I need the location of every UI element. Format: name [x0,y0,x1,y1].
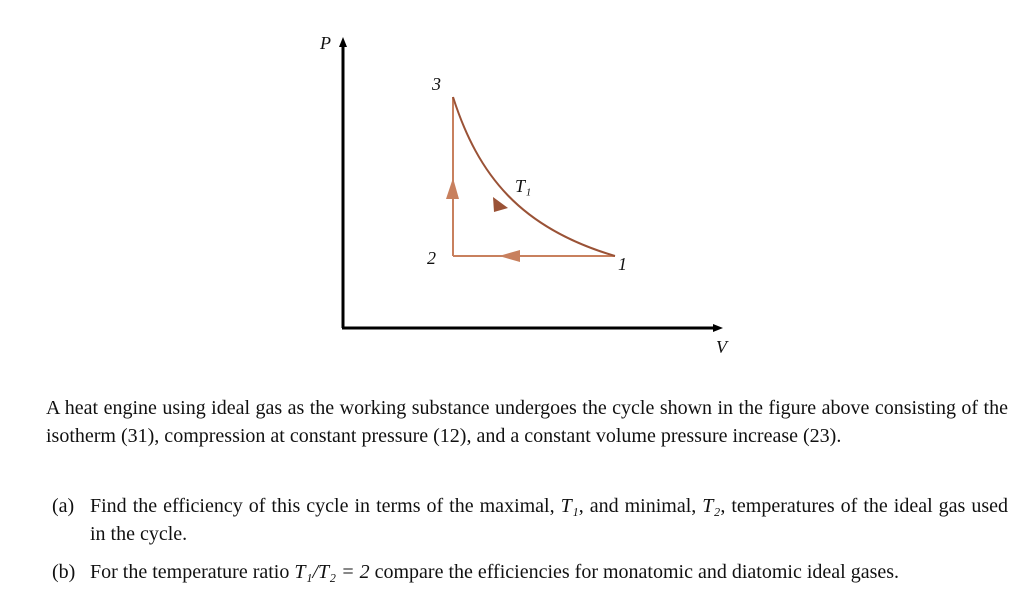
y-axis-label: P [319,33,331,53]
problem-part: (b) For the temperature ratio T₁/T₂ = 2 c… [52,558,1008,586]
math: T₁/T₂ = 2 [294,561,370,583]
text: Find the efficiency of this cycle in ter… [90,495,561,517]
text: compare the efficiencies for monatomic a… [369,561,900,583]
part-label: (b) [52,561,76,583]
arrow [493,197,508,212]
isotherm [452,96,616,257]
part-label: (a) [52,495,75,517]
math: T₂ [702,495,721,517]
text: , and minimal, [578,495,703,517]
arrow [446,178,459,199]
part-text: Find the efficiency of this cycle in ter… [90,492,1008,548]
pv-diagram: P V 3 2 1 T₁ [319,33,729,357]
part-text: For the temperature ratio T₁/T₂ = 2 comp… [90,558,1008,586]
arrow [499,250,520,262]
problem-part: (a) Find the efficiency of this cycle in … [52,492,1008,548]
point-label: 1 [618,254,627,274]
point-label: 2 [427,248,436,268]
math: T₁ [560,495,579,517]
isotherm-label: T₁ [515,176,531,196]
problem-statement: A heat engine using ideal gas as the wor… [46,397,1008,447]
point-label: 3 [431,74,441,94]
x-axis-label: V [716,337,729,357]
text: For the temperature ratio [90,561,295,583]
text: , temperatures of the ideal gas used in … [90,495,1008,545]
